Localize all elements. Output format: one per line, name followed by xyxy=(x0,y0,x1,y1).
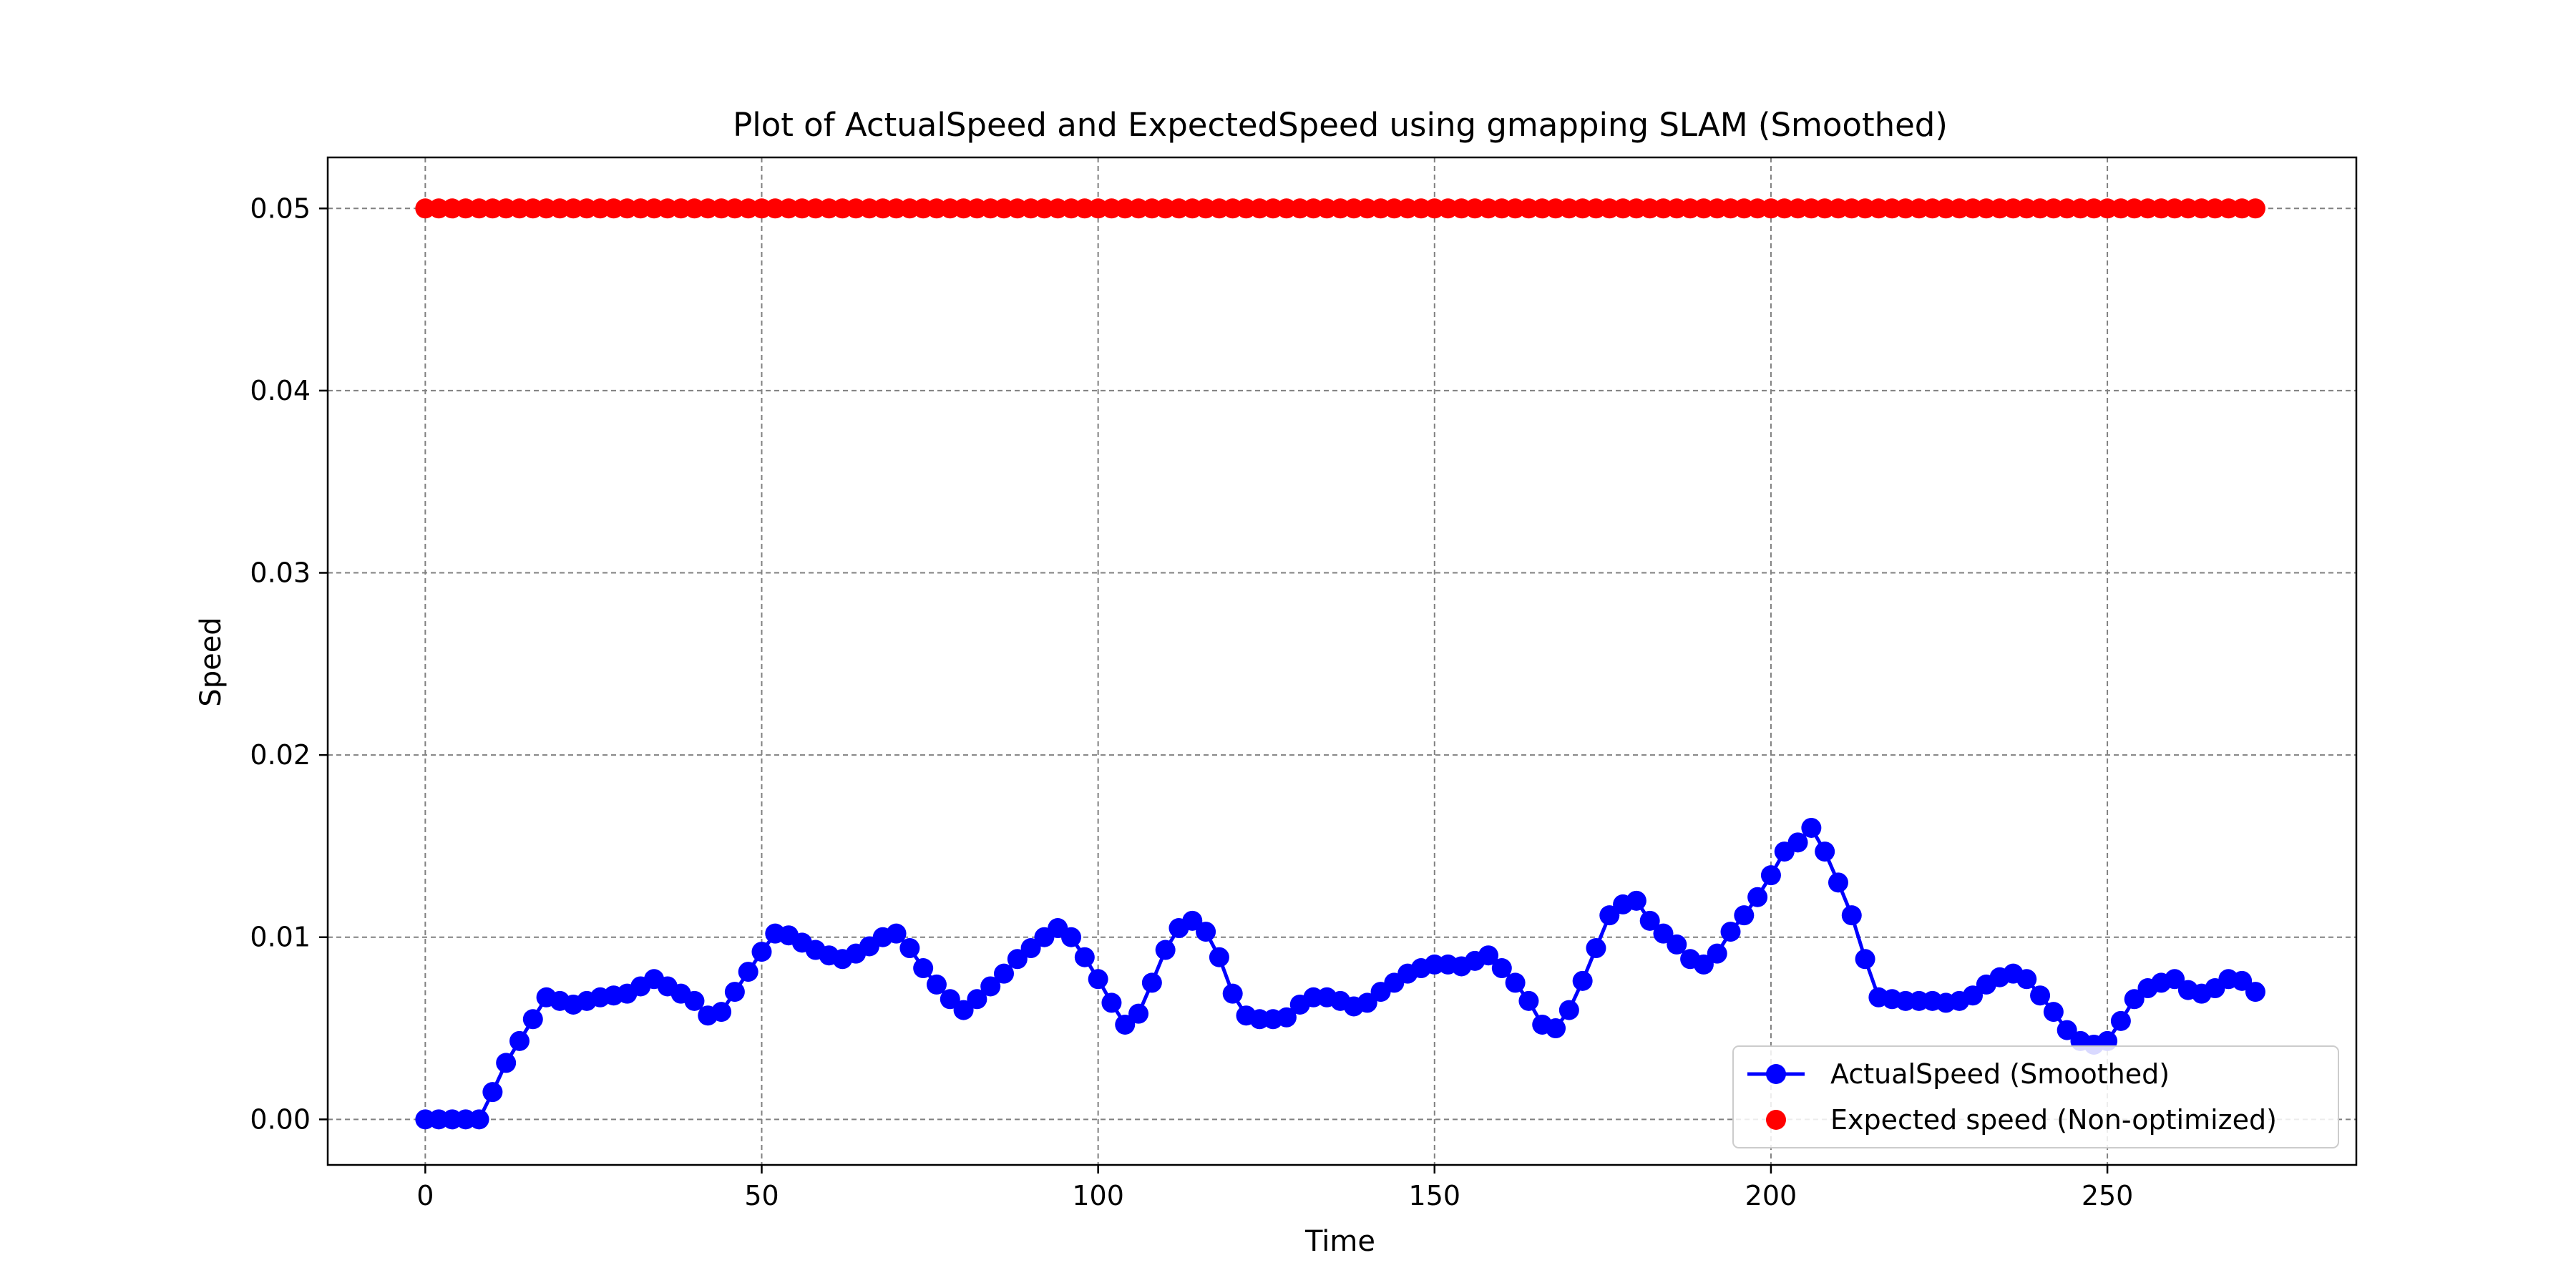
actual-speed-point xyxy=(1828,872,1848,893)
actual-speed-point xyxy=(1088,969,1108,990)
legend-box xyxy=(1732,1045,2339,1148)
actual-speed-point xyxy=(1155,940,1176,960)
actual-speed-point xyxy=(751,942,772,962)
y-axis-label: Speed xyxy=(195,617,228,706)
actual-speed-point xyxy=(1720,922,1741,942)
actual-speed-point xyxy=(1667,934,1687,955)
actual-speed-point xyxy=(1801,817,1822,838)
x-tick-label: 250 xyxy=(2082,1180,2134,1211)
actual-speed-point xyxy=(1626,890,1646,911)
actual-speed-point xyxy=(886,923,907,944)
actual-speed-point xyxy=(1747,887,1768,907)
legend-label-expected-speed: Expected speed (Non-optimized) xyxy=(1830,1104,2277,1136)
actual-speed-point xyxy=(2232,970,2253,991)
actual-speed-point xyxy=(1518,990,1539,1011)
y-tick-label: 0.03 xyxy=(250,557,311,589)
actual-speed-point xyxy=(2165,969,2185,990)
x-axis-label: Time xyxy=(1304,1225,1375,1258)
legend: ActualSpeed (Smoothed) Expected speed (N… xyxy=(1732,1045,2339,1148)
actual-speed-point xyxy=(724,982,745,1002)
x-tick-label: 200 xyxy=(1745,1180,1797,1211)
actual-speed-point xyxy=(953,1000,974,1020)
actual-speed-point xyxy=(711,1002,732,1023)
actual-speed-point xyxy=(1815,841,1835,862)
actual-speed-point xyxy=(1209,947,1229,967)
actual-speed-point xyxy=(1572,970,1593,991)
actual-speed-point xyxy=(469,1109,489,1130)
y-tick-label: 0.01 xyxy=(250,922,311,953)
actual-speed-point xyxy=(940,989,960,1010)
actual-speed-point xyxy=(2245,982,2265,1002)
actual-speed-point xyxy=(684,990,705,1011)
x-tick-label: 100 xyxy=(1072,1180,1124,1211)
series-actual-speed xyxy=(415,817,2265,1130)
actual-speed-point xyxy=(509,1030,530,1051)
actual-speed-point xyxy=(1141,972,1162,993)
actual-speed-point xyxy=(1115,1014,1136,1035)
series-expected-speed xyxy=(415,198,2265,219)
expected-speed-point xyxy=(2245,198,2265,219)
actual-speed-point xyxy=(1546,1018,1566,1039)
actual-speed-point xyxy=(1787,832,1808,853)
actual-speed-point xyxy=(1707,943,1727,964)
x-tick-label: 50 xyxy=(744,1180,779,1211)
actual-speed-point xyxy=(1020,938,1041,959)
actual-speed-point xyxy=(1222,983,1243,1004)
chart-title: Plot of ActualSpeed and ExpectedSpeed us… xyxy=(733,106,1948,144)
actual-speed-point xyxy=(1182,910,1203,931)
actual-speed-point xyxy=(1128,1003,1149,1024)
actual-speed-point xyxy=(1491,958,1512,979)
y-tick-label: 0.04 xyxy=(250,375,311,406)
actual-speed-point xyxy=(1505,972,1526,993)
actual-speed-point xyxy=(926,974,947,995)
legend-expected-marker-icon xyxy=(1766,1110,1786,1130)
actual-speed-point xyxy=(1558,1000,1579,1020)
actual-speed-point xyxy=(1478,945,1499,966)
actual-speed-point xyxy=(2016,969,2037,990)
actual-speed-point xyxy=(913,958,934,979)
actual-speed-point xyxy=(994,963,1014,984)
actual-speed-point xyxy=(1007,949,1028,970)
actual-speed-point xyxy=(1074,947,1095,967)
actual-speed-point xyxy=(738,962,758,982)
actual-speed-point xyxy=(1586,938,1606,959)
y-tick-label: 0.00 xyxy=(250,1103,311,1135)
actual-speed-point xyxy=(1357,992,1377,1013)
x-axis-ticks: 0 50 100 150 200 250 xyxy=(416,1165,2133,1211)
y-tick-label: 0.05 xyxy=(250,192,311,224)
x-tick-label: 150 xyxy=(1409,1180,1461,1211)
actual-speed-point xyxy=(482,1082,503,1103)
actual-speed-point xyxy=(1276,1007,1297,1028)
legend-actual-marker-icon xyxy=(1766,1064,1786,1084)
actual-speed-point xyxy=(496,1053,517,1073)
actual-speed-point xyxy=(1639,910,1660,931)
actual-speed-point xyxy=(1760,865,1781,886)
actual-speed-point xyxy=(2043,1002,2064,1023)
actual-speed-point xyxy=(2057,1020,2077,1040)
actual-speed-point xyxy=(1693,954,1714,975)
y-tick-label: 0.02 xyxy=(250,739,311,771)
actual-speed-point xyxy=(1734,905,1755,926)
actual-speed-point xyxy=(1963,985,1984,1006)
actual-speed-point xyxy=(967,989,987,1010)
y-axis-ticks: 0.00 0.01 0.02 0.03 0.04 0.05 xyxy=(250,192,328,1135)
actual-speed-point xyxy=(522,1009,543,1030)
actual-speed-point xyxy=(1196,922,1216,942)
actual-speed-point xyxy=(2110,1010,2131,1031)
x-tick-label: 0 xyxy=(416,1180,434,1211)
actual-speed-point xyxy=(1653,923,1674,944)
actual-speed-point xyxy=(1101,992,1122,1013)
actual-speed-point xyxy=(2124,989,2145,1010)
actual-speed-point xyxy=(2030,985,2051,1006)
actual-speed-point xyxy=(1855,949,1875,970)
actual-speed-point xyxy=(1061,927,1082,947)
plot-frame xyxy=(326,156,2358,1166)
actual-speed-point xyxy=(1599,905,1620,926)
actual-speed-point xyxy=(1841,905,1862,926)
actual-speed-point xyxy=(980,976,1001,997)
actual-speed-point xyxy=(899,938,920,959)
legend-label-actual-speed: ActualSpeed (Smoothed) xyxy=(1830,1058,2170,1090)
